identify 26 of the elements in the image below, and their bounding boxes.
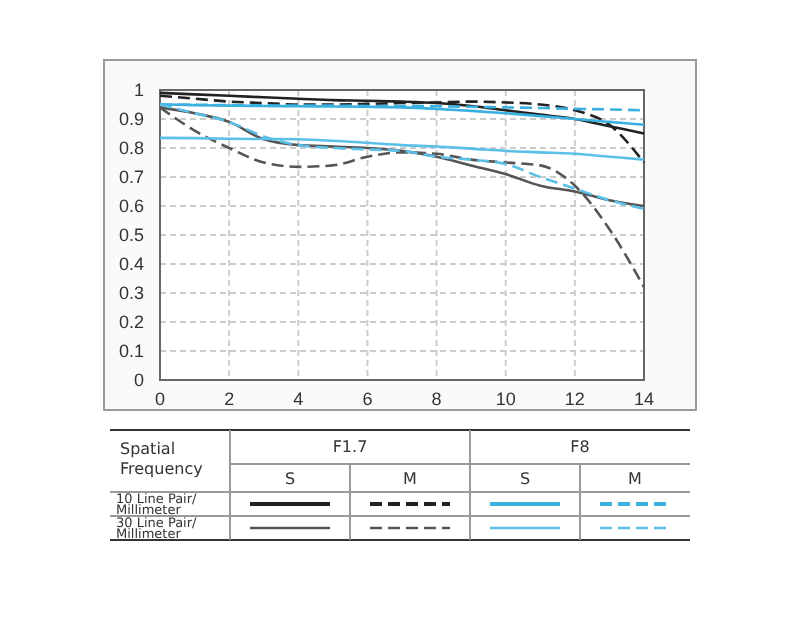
x-tick-label: 10: [495, 388, 516, 409]
y-tick-label: 0.9: [118, 108, 144, 129]
text: S: [519, 470, 531, 488]
x-tick-label: 2: [224, 388, 235, 409]
x-tick-label: 12: [564, 388, 585, 409]
x-tick-label: 0: [154, 388, 166, 409]
text: Spatial Frequency: [120, 440, 204, 478]
y-tick-label: 0.5: [118, 224, 144, 245]
x-tick-label: 6: [362, 388, 373, 409]
y-tick-label: 0.3: [118, 282, 144, 303]
text: F8: [570, 438, 590, 456]
y-tick-label: 0.4: [118, 253, 144, 274]
y-tick-label: 0.7: [118, 166, 144, 187]
text: M: [628, 470, 643, 488]
x-tick-label: 14: [633, 388, 655, 409]
y-tick-label: 0.1: [118, 340, 144, 361]
x-tick-label: 4: [293, 388, 304, 409]
y-tick-label: 0: [133, 369, 144, 390]
y-tick-label: 0.8: [118, 137, 144, 158]
y-tick-label: 0.6: [118, 195, 144, 216]
y-tick-label: 0.2: [118, 311, 144, 332]
text: F1.7: [332, 438, 368, 456]
text: M: [403, 470, 418, 488]
text: S: [284, 470, 296, 488]
y-tick-label: 1: [133, 79, 144, 100]
x-tick-label: 8: [431, 388, 442, 409]
